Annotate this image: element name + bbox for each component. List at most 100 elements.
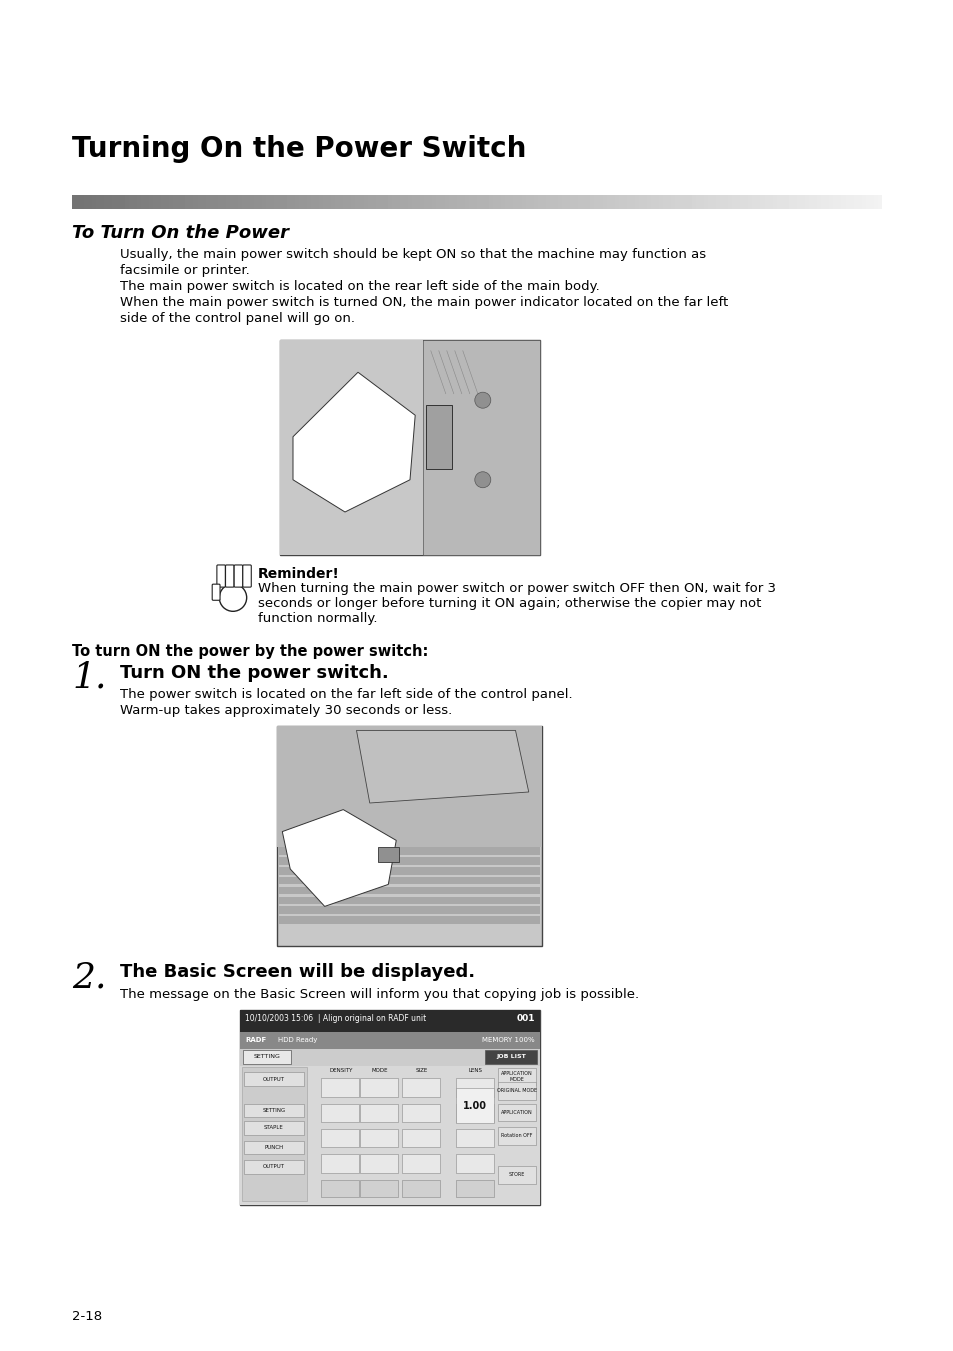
Bar — [320, 1154, 358, 1173]
Bar — [244, 1104, 304, 1117]
Text: JOB LIST: JOB LIST — [496, 1054, 525, 1059]
Text: STAPLE: STAPLE — [264, 1125, 284, 1131]
Text: side of the control panel will go on.: side of the control panel will go on. — [120, 312, 355, 326]
Bar — [359, 1129, 397, 1147]
Bar — [280, 340, 539, 555]
Bar — [497, 1104, 536, 1121]
Bar — [320, 1179, 358, 1197]
Bar — [240, 1066, 539, 1205]
Bar — [401, 1104, 439, 1123]
Text: HDD Ready: HDD Ready — [277, 1038, 317, 1043]
Text: Turning On the Power Switch: Turning On the Power Switch — [71, 135, 526, 163]
FancyBboxPatch shape — [216, 565, 225, 588]
Text: SETTING: SETTING — [262, 1108, 285, 1113]
Text: LENS: LENS — [469, 1067, 482, 1073]
Bar — [243, 1050, 291, 1063]
Text: The message on the Basic Screen will inform you that copying job is possible.: The message on the Basic Screen will inf… — [120, 988, 639, 1001]
Bar — [240, 1048, 539, 1066]
Text: Rotation OFF: Rotation OFF — [500, 1133, 532, 1139]
Bar — [497, 1127, 536, 1144]
Text: Warm-up takes approximately 30 seconds or less.: Warm-up takes approximately 30 seconds o… — [120, 704, 452, 717]
Circle shape — [219, 584, 247, 611]
Bar — [497, 1166, 536, 1183]
Bar — [320, 1129, 358, 1147]
Bar — [278, 877, 539, 885]
Text: Usually, the main power switch should be kept ON so that the machine may functio: Usually, the main power switch should be… — [120, 249, 705, 261]
Text: 001: 001 — [516, 1013, 535, 1023]
FancyBboxPatch shape — [225, 565, 233, 588]
Text: RADF: RADF — [245, 1038, 266, 1043]
Bar — [278, 916, 539, 924]
Bar — [244, 1161, 304, 1174]
Bar — [244, 1073, 304, 1086]
Bar — [240, 1011, 539, 1032]
Circle shape — [475, 471, 490, 488]
Bar — [276, 725, 541, 847]
Bar — [359, 1154, 397, 1173]
Bar — [401, 1129, 439, 1147]
Bar — [278, 907, 539, 915]
Bar — [320, 1078, 358, 1097]
Text: Reminder!: Reminder! — [257, 567, 339, 581]
FancyBboxPatch shape — [243, 565, 251, 588]
Bar — [401, 1078, 439, 1097]
Text: 2.: 2. — [71, 961, 107, 994]
Text: Turn ON the power switch.: Turn ON the power switch. — [120, 663, 388, 682]
Bar — [244, 1140, 304, 1154]
Text: The power switch is located on the far left side of the control panel.: The power switch is located on the far l… — [120, 688, 572, 701]
Text: When turning the main power switch or power switch OFF then ON, wait for 3: When turning the main power switch or po… — [257, 582, 775, 594]
Bar — [359, 1104, 397, 1123]
Bar — [240, 1011, 539, 1205]
Text: The Basic Screen will be displayed.: The Basic Screen will be displayed. — [120, 963, 475, 981]
Bar — [401, 1179, 439, 1197]
Text: 1.00: 1.00 — [462, 1101, 486, 1111]
Text: SIZE: SIZE — [416, 1067, 428, 1073]
Text: PUNCH: PUNCH — [264, 1146, 283, 1150]
Text: OUTPUT: OUTPUT — [263, 1077, 285, 1082]
Bar — [456, 1129, 494, 1147]
Text: To turn ON the power by the power switch:: To turn ON the power by the power switch… — [71, 644, 428, 659]
Text: DENSITY: DENSITY — [329, 1067, 353, 1073]
Bar — [497, 1067, 536, 1085]
Text: APPLICATION
MODE: APPLICATION MODE — [500, 1071, 533, 1082]
Polygon shape — [356, 731, 528, 802]
Text: 10/10/2003 15:06  | Align original on RADF unit: 10/10/2003 15:06 | Align original on RAD… — [245, 1013, 426, 1023]
FancyBboxPatch shape — [212, 584, 220, 600]
Polygon shape — [293, 373, 415, 512]
Text: The main power switch is located on the rear left side of the main body.: The main power switch is located on the … — [120, 280, 599, 293]
Bar — [320, 1104, 358, 1123]
Text: seconds or longer before turning it ON again; otherwise the copier may not: seconds or longer before turning it ON a… — [257, 597, 760, 611]
Text: MODE: MODE — [372, 1067, 388, 1073]
Text: STORE: STORE — [508, 1173, 525, 1177]
Text: MEMORY 100%: MEMORY 100% — [482, 1038, 535, 1043]
Bar — [278, 886, 539, 894]
Bar — [401, 1154, 439, 1173]
Bar — [278, 857, 539, 865]
Circle shape — [475, 392, 490, 408]
Bar — [359, 1078, 397, 1097]
Bar — [240, 1032, 539, 1048]
Text: To Turn On the Power: To Turn On the Power — [71, 224, 289, 242]
FancyBboxPatch shape — [233, 565, 242, 588]
Bar — [276, 725, 541, 946]
Text: OUTPUT: OUTPUT — [263, 1165, 285, 1170]
Polygon shape — [282, 809, 395, 907]
Bar — [422, 340, 539, 555]
Bar — [456, 1179, 494, 1197]
Bar — [497, 1082, 536, 1100]
Bar — [280, 340, 422, 555]
Bar — [484, 1050, 537, 1063]
Bar — [278, 897, 539, 904]
Text: 1.: 1. — [71, 661, 107, 694]
Bar — [278, 847, 539, 855]
Text: facsimile or printer.: facsimile or printer. — [120, 263, 250, 277]
Text: When the main power switch is turned ON, the main power indicator located on the: When the main power switch is turned ON,… — [120, 296, 727, 309]
Bar — [244, 1121, 304, 1135]
Bar — [242, 1066, 307, 1201]
Bar — [456, 1078, 494, 1097]
Text: 2-18: 2-18 — [71, 1310, 102, 1323]
Bar — [359, 1179, 397, 1197]
Text: ORIGINAL MODE: ORIGINAL MODE — [497, 1089, 537, 1093]
Bar — [456, 1104, 494, 1123]
Text: APPLICATION: APPLICATION — [500, 1111, 533, 1115]
